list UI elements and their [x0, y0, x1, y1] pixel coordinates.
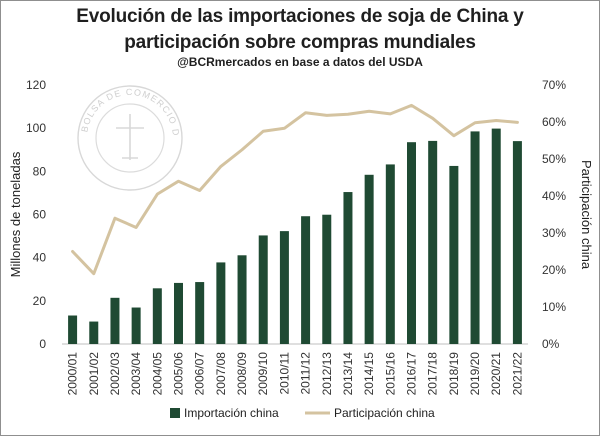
chart-title-line2: participación sobre compras mundiales [124, 32, 476, 53]
y-right-tick-label: 40% [542, 189, 566, 203]
bars [68, 128, 522, 344]
chart-title-line1: Evolución de las importaciones de soja d… [76, 6, 524, 27]
x-tick-label: 2013/14 [341, 352, 355, 396]
seal-text: BOLSA DE COMERCIO DE ROSARIO [0, 0, 181, 137]
x-tick-label: 2021/22 [510, 352, 524, 396]
x-tick-label: 2008/09 [235, 352, 249, 396]
bar-importacion [407, 142, 416, 344]
x-tick-label: 2002/03 [108, 352, 122, 396]
bar-importacion [428, 140, 438, 344]
axes: 0 20 40 60 80 100 120 0% 10% 20% 30% 40% 50% 60% 70% Mi… [8, 78, 594, 395]
seal-outer-ring [77, 85, 183, 191]
line-participacion [71, 103, 519, 276]
x-tick-label: 2017/18 [426, 352, 440, 396]
bar-importacion [449, 165, 459, 344]
bar-importacion [512, 141, 522, 344]
caduceus-icon [116, 114, 144, 160]
seal-inner-ring [95, 103, 165, 173]
bar-importacion [152, 288, 162, 344]
bar-importacion [110, 297, 120, 344]
y-right-tick-label: 30% [542, 226, 566, 240]
x-tick-label: 2004/05 [150, 352, 164, 396]
y-left-tick-label: 100 [26, 121, 46, 135]
x-tick-label: 2003/04 [129, 352, 143, 396]
bar-importacion [470, 131, 480, 344]
y-left-tick-label: 20 [33, 294, 47, 308]
bar-importacion [322, 214, 332, 344]
chart-subtitle: @BCRmercados en base a datos del USDA [177, 55, 423, 69]
y-right-tick-label: 10% [542, 300, 566, 314]
x-tick-label: 2007/08 [214, 352, 228, 396]
bar-importacion [174, 282, 183, 344]
y-right-tick-label: 20% [542, 263, 566, 277]
x-tick-label: 2018/19 [447, 352, 461, 396]
bar-importacion [68, 315, 78, 344]
x-tick-label: 2015/16 [383, 352, 397, 396]
y-left-tick-label: 120 [26, 78, 46, 92]
bar-importacion [216, 262, 226, 344]
legend-label-participacion: Participación china [334, 406, 435, 420]
y-left-tick-label: 80 [33, 164, 47, 178]
x-tick-label: 2020/21 [489, 352, 503, 396]
x-tick-label: 2000/01 [66, 352, 80, 396]
y-left-tick-label: 40 [33, 251, 47, 265]
bar-importacion [343, 192, 353, 344]
bar-importacion [491, 128, 501, 344]
x-tick-label: 2005/06 [172, 352, 186, 396]
bar-importacion [279, 231, 289, 344]
x-tick-label: 2016/17 [405, 352, 419, 396]
x-tick-label: 2019/20 [468, 352, 482, 396]
bar-importacion [131, 307, 141, 344]
bar-importacion [364, 174, 374, 344]
legend-swatch-bar [170, 408, 180, 418]
y-right-tick-label: 50% [542, 152, 566, 166]
x-tick-label: 2011/12 [299, 352, 313, 395]
x-tick-label: 2006/07 [193, 352, 207, 396]
watermark-seal: BOLSA DE COMERCIO DE ROSARIO [0, 0, 183, 191]
y-right-tick-label: 0% [542, 337, 560, 351]
share-line [71, 103, 519, 276]
x-tick-label: 2009/10 [256, 352, 270, 396]
y-left-tick-label: 0 [39, 337, 46, 351]
bar-importacion [89, 321, 99, 344]
bar-importacion [301, 216, 311, 344]
x-tick-label: 2014/15 [362, 352, 376, 396]
bar-importacion [258, 235, 268, 344]
y-left-tick-label: 60 [33, 208, 47, 222]
bar-importacion [237, 255, 247, 344]
bar-importacion [385, 164, 395, 344]
legend-label-importacion: Importación china [184, 406, 279, 420]
x-tick-label: 2010/11 [277, 352, 291, 395]
x-tick-label: 2001/02 [87, 352, 101, 396]
y-left-axis-title: Millones de toneladas [8, 151, 23, 277]
legend: Importación china Participación china [170, 406, 435, 420]
x-tick-label: 2012/13 [320, 352, 334, 396]
y-right-tick-label: 70% [542, 78, 566, 92]
y-right-tick-label: 60% [542, 115, 566, 129]
bar-importacion [195, 282, 205, 344]
y-right-axis-title: Participación china [579, 160, 594, 270]
